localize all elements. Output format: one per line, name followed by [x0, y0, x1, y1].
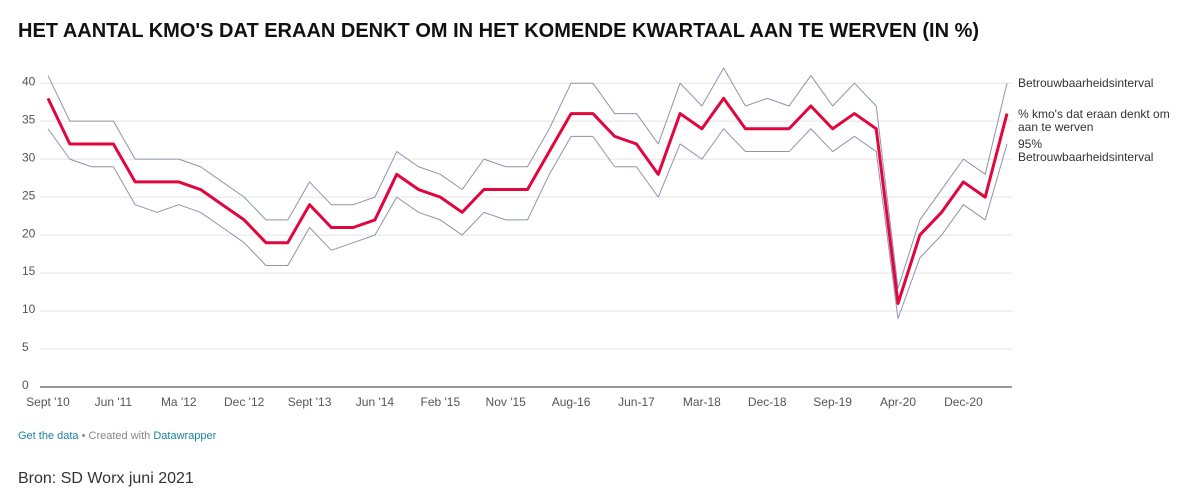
y-tick-label: 35	[22, 112, 36, 126]
series-label: 95% Betrouwbaarheidsinterval	[1018, 136, 1154, 164]
y-tick-label: 25	[22, 188, 36, 202]
x-tick-label: Jun-17	[618, 395, 655, 409]
x-tick-label: Sep-19	[813, 395, 852, 409]
y-tick-label: 20	[22, 226, 36, 240]
series-line	[47, 128, 1008, 320]
tool-link[interactable]: Datawrapper	[153, 430, 217, 442]
x-tick-label: Dec '12	[224, 395, 265, 409]
get-data-link[interactable]: Get the data	[18, 430, 79, 442]
chart: 0 5 10 15 20 25 30 35 40 Sept '10 Jun '11 Ma '12 Dec…	[22, 67, 1012, 409]
source: Bron: SD Worx juni 2021	[18, 470, 194, 487]
y-tick-label: 30	[22, 150, 36, 164]
x-tick-label: Jun '14	[356, 395, 395, 409]
x-tick-label: Sept '10	[26, 395, 70, 409]
x-tick-label: Aug-16	[552, 395, 591, 409]
y-tick-label: 10	[22, 302, 36, 316]
x-tick-label: Mar-18	[683, 395, 721, 409]
footer: Get the data • Created with Datawrapper	[18, 430, 216, 442]
x-tick-label: Dec-20	[944, 395, 983, 409]
series-line	[46, 96, 1009, 305]
series-label: % kmo's dat eraan denkt om aan te werven	[1018, 106, 1170, 134]
x-tick-label: Sept '13	[288, 395, 332, 409]
x-tick-label: Dec-18	[748, 395, 787, 409]
chart-title: HET AANTAL KMO'S DAT ERAAN DENKT OM IN H…	[18, 20, 980, 42]
series-line	[47, 67, 1008, 289]
x-tick-label: Ma '12	[161, 395, 197, 409]
series-label: Betrouwbaarheidsinterval	[1018, 76, 1154, 91]
x-tick-label: Nov '15	[486, 395, 527, 409]
y-tick-label: 40	[22, 74, 36, 88]
y-tick-label: 15	[22, 264, 36, 278]
y-tick-label: 0	[22, 378, 29, 392]
x-tick-label: Feb '15	[420, 395, 460, 409]
x-tick-label: Apr-20	[880, 395, 916, 409]
x-tick-label: Jun '11	[95, 395, 133, 409]
created-with: • Created with	[81, 430, 151, 442]
y-tick-label: 5	[22, 340, 29, 354]
